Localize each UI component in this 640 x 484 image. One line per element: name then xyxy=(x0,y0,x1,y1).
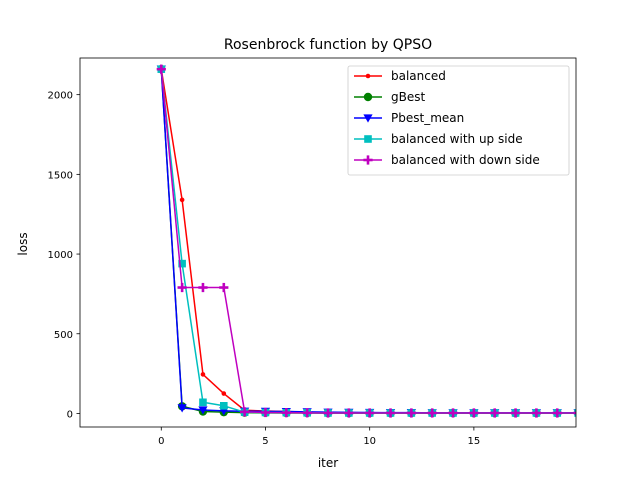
legend-entry: balanced with up side xyxy=(354,132,523,146)
legend-label: balanced xyxy=(391,69,446,83)
x-axis: 0 5 10 15 xyxy=(158,427,480,447)
series-layer xyxy=(156,64,576,418)
data-point xyxy=(177,404,187,413)
series-4 xyxy=(156,64,576,418)
data-point xyxy=(323,408,333,418)
chart-title: Rosenbrock function by QPSO xyxy=(224,37,432,53)
data-point xyxy=(178,259,186,268)
legend: balanced gBest Pbest_mean balanced with up … xyxy=(347,65,570,176)
data-point xyxy=(344,408,354,418)
data-point xyxy=(219,402,228,410)
data-point xyxy=(510,408,521,418)
data-point xyxy=(427,408,437,418)
data-point xyxy=(260,407,271,418)
legend-label: Pbest_mean xyxy=(391,111,464,125)
axes-frame xyxy=(79,57,577,428)
legend-label: balanced with down side xyxy=(391,153,540,167)
legend-entry: Pbest_mean xyxy=(354,111,464,125)
data-point xyxy=(281,408,291,418)
data-point xyxy=(552,408,562,418)
legend-marker xyxy=(365,73,371,79)
data-point xyxy=(469,408,479,418)
x-tick-label: 0 xyxy=(158,436,164,447)
y-axis: 0 500 1000 1500 2000 xyxy=(48,91,80,420)
plot-area: 0 5 10 15 0 500 1000 1500 2000 xyxy=(48,57,577,447)
x-axis-label: iter xyxy=(318,456,338,470)
legend-label: balanced with up side xyxy=(391,132,523,146)
legend-entry: balanced xyxy=(354,69,446,83)
data-point xyxy=(385,408,396,418)
x-tick-label: 15 xyxy=(468,436,481,447)
legend-marker xyxy=(363,92,373,102)
y-tick-label: 1500 xyxy=(48,170,73,181)
y-tick-label: 0 xyxy=(67,409,73,420)
data-point xyxy=(199,398,207,407)
legend-entry: gBest xyxy=(354,90,425,104)
data-point xyxy=(198,282,208,293)
data-point xyxy=(179,197,185,203)
legend-entry: balanced with down side xyxy=(354,153,540,167)
x-tick-label: 10 xyxy=(363,436,376,447)
data-point xyxy=(177,282,187,293)
data-point xyxy=(531,408,542,418)
legend-label: gBest xyxy=(391,90,425,104)
y-tick-label: 500 xyxy=(54,330,73,341)
legend-marker xyxy=(363,114,373,123)
y-axis-label: loss xyxy=(16,232,30,255)
data-point xyxy=(198,406,208,415)
legend-marker xyxy=(363,155,373,165)
y-tick-label: 1000 xyxy=(48,250,73,261)
data-point xyxy=(156,64,166,74)
data-point xyxy=(219,282,229,293)
data-point xyxy=(200,372,206,377)
data-point xyxy=(240,407,250,417)
y-tick-label: 2000 xyxy=(48,91,73,102)
data-point xyxy=(302,408,312,418)
data-point xyxy=(490,408,500,418)
x-tick-label: 5 xyxy=(262,436,268,447)
data-point xyxy=(365,408,375,418)
data-point xyxy=(573,411,576,415)
legend-box xyxy=(347,65,570,176)
data-point xyxy=(221,391,227,396)
data-point xyxy=(406,408,416,418)
data-point xyxy=(448,408,458,418)
legend-marker xyxy=(364,135,372,143)
